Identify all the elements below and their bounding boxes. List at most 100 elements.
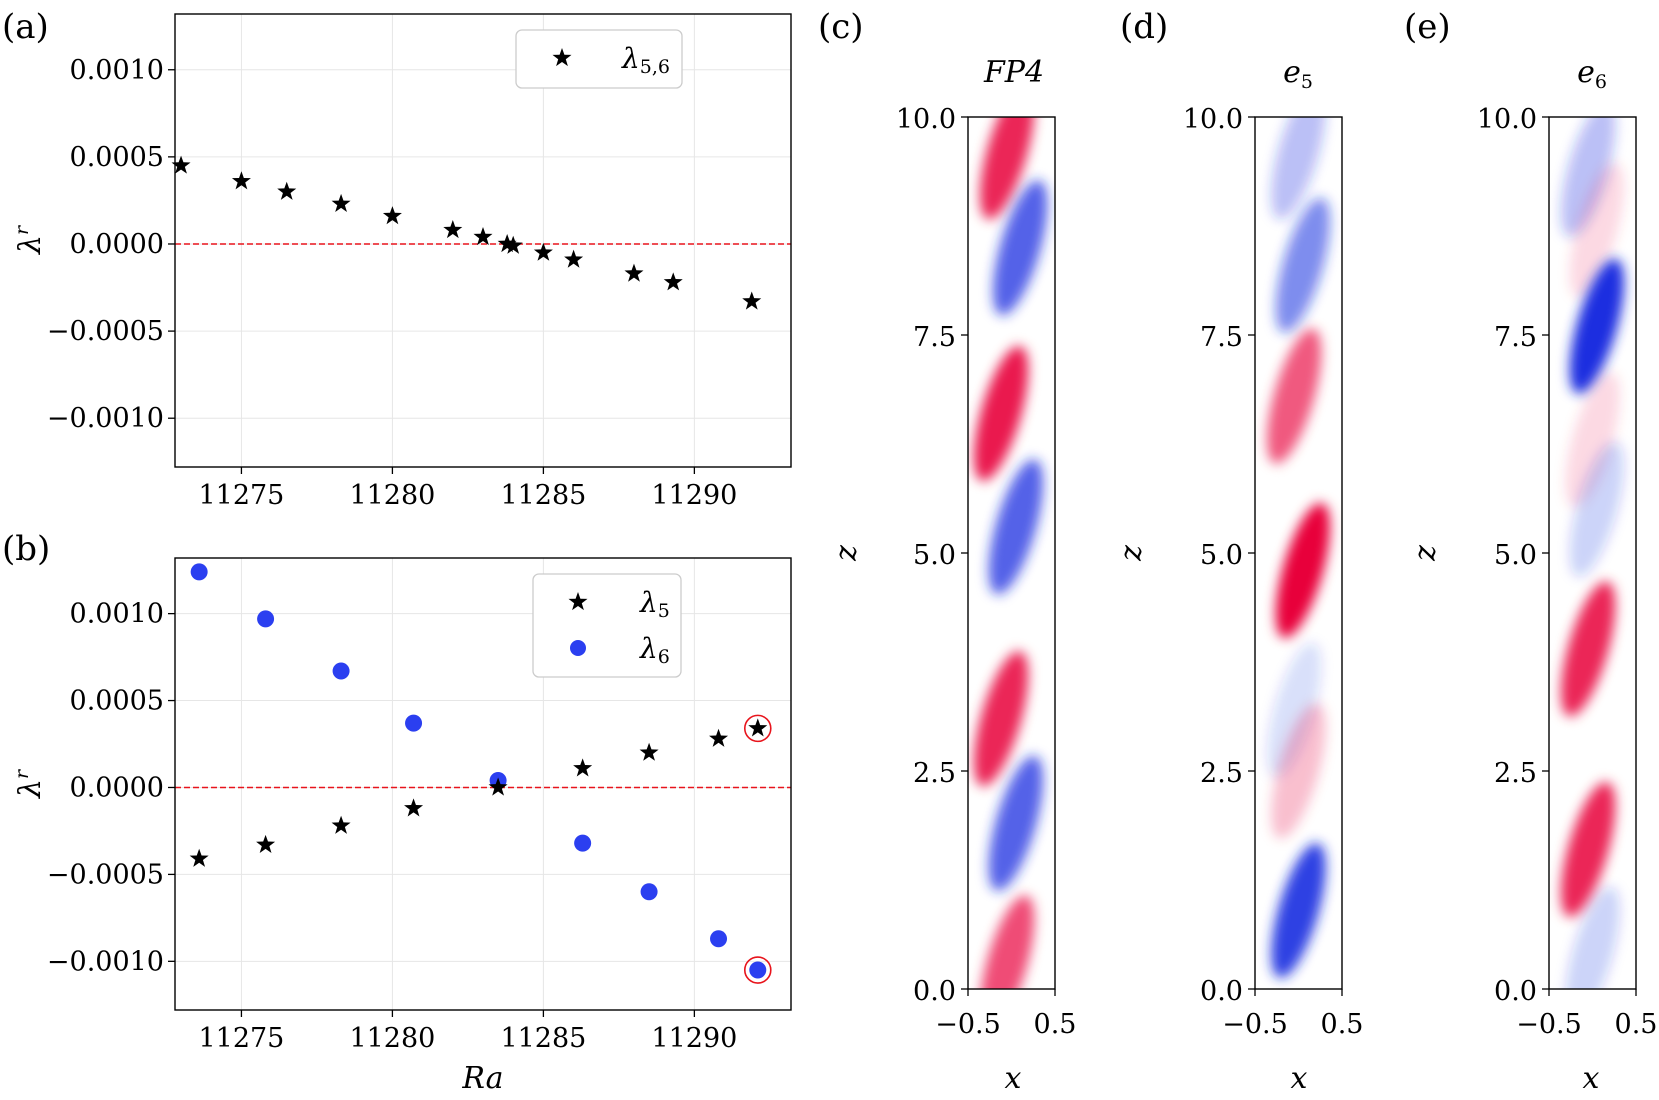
data-point-star: [533, 242, 553, 261]
legend-star-marker: [568, 592, 588, 611]
y-tick-label: 0.0000: [70, 229, 164, 260]
panel-a-ylabel: λr: [11, 224, 48, 255]
field-negative-lobe: [1565, 886, 1620, 989]
panel-b-legend: λ5 λ6: [532, 573, 682, 678]
y-tick-label: 0.0: [1200, 976, 1243, 1007]
data-point-star: [564, 249, 584, 268]
x-tick-label: 11275: [198, 1023, 284, 1054]
field-positive-lobe: [979, 895, 1035, 989]
svg-text:λr: λr: [11, 224, 48, 255]
field-positive-lobe: [1275, 502, 1331, 638]
panel-c-yticks: 0.0 2.5 5.0 7.5 10.0: [896, 104, 968, 1007]
field-negative-lobe: [1266, 642, 1322, 778]
data-point-circle: [640, 883, 658, 901]
svg-text:z: z: [1408, 545, 1443, 562]
panel-b-yticks: 0.0010 0.0005 0.0000 −0.0005 −0.0010: [47, 599, 175, 977]
panel-d-title: e5: [1283, 55, 1313, 93]
x-tick-label: 0.5: [1321, 1009, 1364, 1040]
data-point-circle: [190, 563, 208, 581]
y-tick-label: 0.0: [913, 976, 956, 1007]
data-point-star: [256, 834, 276, 853]
panel-d-xticks: −0.5 0.5: [1222, 989, 1363, 1040]
field-positive-lobe: [979, 117, 1035, 220]
panel-e-ylabel: z: [1408, 545, 1443, 562]
panel-c-xticks: −0.5 0.5: [935, 989, 1076, 1040]
field-negative-lobe: [988, 755, 1044, 891]
panel-e-field: [1560, 117, 1625, 989]
data-point-star: [503, 235, 523, 254]
panel-e-title: e6: [1577, 55, 1607, 93]
field-negative-lobe: [1275, 197, 1331, 333]
data-point-star: [639, 742, 659, 761]
y-tick-label: −0.0005: [47, 316, 164, 347]
panel-b-xlabel: Ra: [461, 1061, 503, 1096]
x-tick-label: −0.5: [1222, 1009, 1288, 1040]
data-point-star: [189, 848, 209, 867]
field-negative-lobe: [1569, 258, 1625, 394]
panel-a-frame: [174, 13, 792, 468]
x-tick-label: −0.5: [1516, 1009, 1582, 1040]
panel-d-yticks: 0.0 2.5 5.0 7.5 10.0: [1183, 104, 1255, 1007]
data-point-star: [473, 227, 493, 246]
data-point-star: [742, 291, 762, 310]
panel-d-ylabel: z: [1114, 545, 1149, 562]
highlight-ring: [743, 714, 772, 743]
y-tick-label: 5.0: [1494, 540, 1537, 571]
panel-e-label: (e): [1404, 7, 1451, 47]
panel-a-scatter: (a) 11275 11280 11285 11290 0.00100.00050.0…: [2, 7, 792, 511]
legend-b-label-6: λ6: [639, 632, 670, 668]
highlight-ring: [743, 956, 772, 984]
panel-c-ylabel: z: [829, 545, 864, 562]
panel-b-grid: [175, 558, 791, 1010]
data-point-star: [443, 220, 463, 239]
data-point-circle: [574, 834, 592, 852]
legend-a-label: λ5,6: [621, 42, 670, 78]
y-tick-label: 0.0: [1494, 976, 1537, 1007]
panel-d-label: (d): [1120, 7, 1168, 47]
data-point-star: [488, 777, 508, 796]
field-positive-lobe: [1565, 372, 1620, 508]
svg-text:λr: λr: [11, 768, 48, 799]
data-point-circle: [710, 930, 728, 948]
data-point-star: [231, 171, 251, 190]
data-point-star: [331, 193, 351, 213]
panel-e-xlabel: x: [1583, 1061, 1600, 1096]
panel-c-heatmap: (c) FP4 0.0 2.5 5.0 7.5 10.0 −0.5 0.5 z x: [818, 7, 1076, 1096]
y-tick-label: 10.0: [1477, 104, 1537, 135]
field-negative-lobe: [1271, 843, 1326, 979]
legend-star-marker: [552, 48, 572, 67]
y-tick-label: −0.0005: [47, 859, 164, 890]
panel-b-points: [189, 563, 768, 979]
panel-b-frame: [174, 557, 792, 1011]
y-tick-label: 10.0: [896, 104, 956, 135]
field-positive-lobe: [973, 651, 1029, 787]
y-tick-label: 7.5: [1200, 322, 1243, 353]
data-point-star: [748, 718, 768, 737]
x-tick-label: 11285: [500, 480, 586, 511]
legend-circle-marker: [570, 640, 586, 656]
panel-a-points: [171, 155, 762, 310]
panel-e-heatmap: (e) e6 0.0 2.5 5.0 7.5 10.0 −0.5 0.5 z x: [1404, 7, 1657, 1096]
field-negative-lobe: [992, 180, 1048, 316]
panel-e-yticks: 0.0 2.5 5.0 7.5 10.0: [1477, 104, 1549, 1007]
field-positive-lobe: [1266, 328, 1322, 464]
y-tick-label: 0.0010: [70, 55, 164, 86]
y-tick-label: −0.0010: [47, 403, 164, 434]
y-tick-label: 0.0005: [70, 142, 164, 173]
panel-b-ylabel: λr: [11, 768, 48, 799]
y-tick-label: 5.0: [913, 540, 956, 571]
y-tick-label: 0.0000: [70, 772, 164, 803]
data-point-circle: [332, 662, 350, 680]
data-point-star: [624, 263, 644, 282]
y-tick-label: 10.0: [1183, 104, 1243, 135]
y-tick-label: 7.5: [913, 322, 956, 353]
data-point-star: [573, 758, 593, 777]
data-point-circle: [257, 610, 275, 628]
data-point-star: [663, 272, 683, 291]
svg-text:z: z: [1114, 545, 1149, 562]
field-positive-lobe: [1560, 581, 1616, 717]
data-point-star: [331, 815, 351, 834]
x-tick-label: 11280: [349, 1023, 435, 1054]
svg-text:z: z: [829, 545, 864, 562]
